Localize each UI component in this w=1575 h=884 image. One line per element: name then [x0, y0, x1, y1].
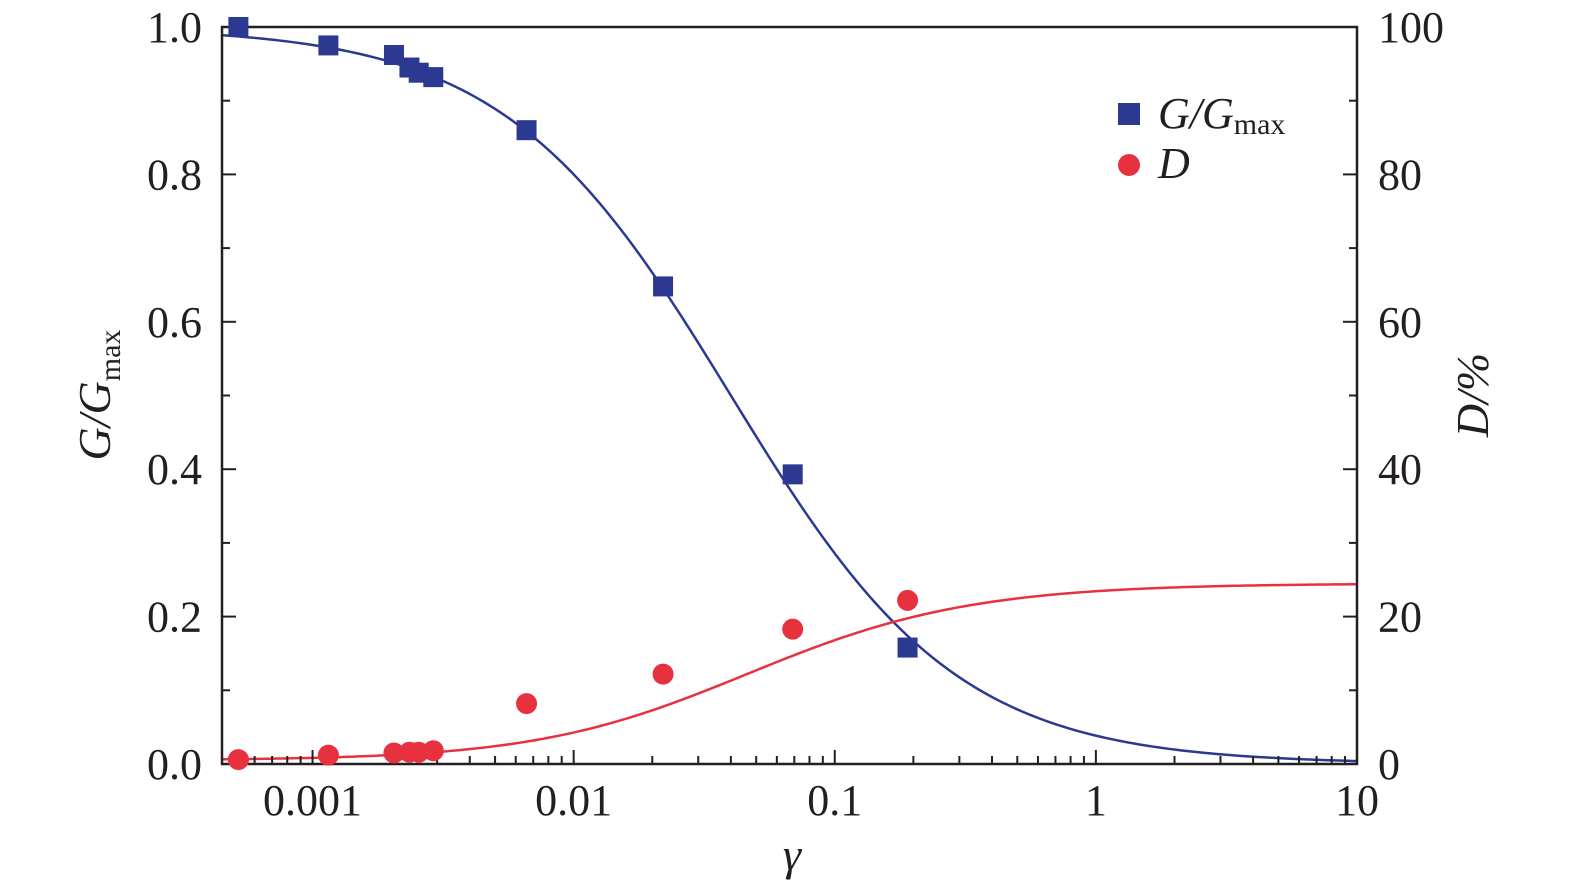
- x-tick-label: 1: [1085, 776, 1107, 825]
- point-ggmax: [423, 67, 444, 88]
- y-right-tick-label: 100: [1378, 3, 1444, 52]
- y-right-tick-label: 80: [1378, 150, 1422, 199]
- y-left-tick-label: 0.2: [147, 593, 202, 642]
- data-points: [227, 17, 919, 771]
- legend-ggmax-sub: max: [1234, 108, 1286, 141]
- fit-curve-d: [221, 583, 1358, 761]
- legend-label-d: D: [1157, 139, 1190, 188]
- y-left-tick-label: 0.8: [147, 150, 202, 199]
- y-left-tick-label: 0.6: [147, 298, 202, 347]
- y-left-tick-label: 0.4: [147, 445, 202, 494]
- point-ggmax: [897, 637, 918, 658]
- y-axis-right: 0 20 40 60 80 100: [1343, 3, 1444, 789]
- point-d: [897, 589, 919, 611]
- y-left-tick-label: 0.0: [147, 740, 202, 789]
- y-left-title-main: G/G: [69, 381, 120, 460]
- point-ggmax: [653, 276, 674, 297]
- x-axis: 0.001 0.01 0.1 1 10: [232, 750, 1379, 825]
- legend-marker-square: [1118, 103, 1140, 125]
- y-axis-left: 0.0 0.2 0.4 0.6 0.8 1.0: [147, 3, 236, 789]
- x-axis-title: γ: [783, 829, 803, 880]
- y-left-title-sub: max: [94, 330, 127, 382]
- legend: G/Gmax D: [1118, 89, 1285, 188]
- point-d: [782, 618, 804, 640]
- legend-ggmax-main: G/G: [1158, 89, 1234, 138]
- point-ggmax: [318, 35, 339, 56]
- x-tick-label: 0.1: [807, 776, 862, 825]
- point-d: [516, 693, 538, 715]
- x-tick-label: 0.01: [535, 776, 612, 825]
- y-axis-left-title: G/Gmax: [69, 330, 127, 461]
- point-d: [227, 749, 249, 771]
- y-axis-right-title: D/%: [1447, 353, 1498, 438]
- x-tick-label: 10: [1335, 776, 1379, 825]
- legend-label-ggmax: G/Gmax: [1158, 89, 1285, 141]
- point-d: [652, 663, 674, 685]
- point-d: [422, 740, 444, 762]
- point-ggmax: [782, 464, 803, 485]
- point-ggmax: [516, 120, 537, 141]
- legend-marker-circle: [1118, 154, 1140, 176]
- point-ggmax: [383, 45, 404, 66]
- y-right-tick-label: 60: [1378, 298, 1422, 347]
- x-tick-label: 0.001: [263, 776, 362, 825]
- y-right-tick-label: 40: [1378, 445, 1422, 494]
- y-left-tick-label: 1.0: [147, 3, 202, 52]
- point-d: [383, 742, 405, 764]
- y-right-tick-label: 20: [1378, 593, 1422, 642]
- point-ggmax: [228, 17, 249, 37]
- y-right-tick-label: 0: [1378, 740, 1400, 789]
- point-d: [317, 744, 339, 766]
